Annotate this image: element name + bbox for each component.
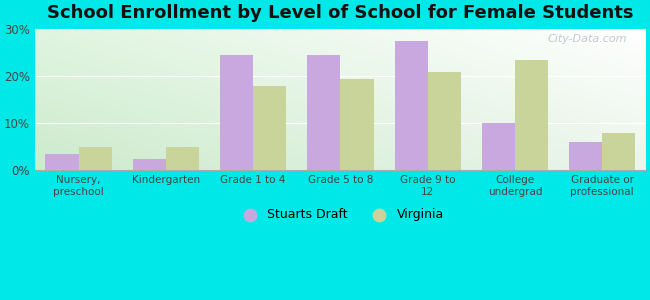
Bar bbox=[428, 72, 461, 170]
Bar bbox=[515, 60, 548, 170]
Bar bbox=[307, 55, 341, 170]
Bar bbox=[569, 142, 602, 170]
Bar bbox=[341, 79, 374, 170]
Bar bbox=[133, 159, 166, 170]
Bar bbox=[482, 123, 515, 170]
Title: School Enrollment by Level of School for Female Students: School Enrollment by Level of School for… bbox=[47, 4, 634, 22]
Bar bbox=[79, 147, 112, 170]
Bar bbox=[253, 86, 287, 170]
Text: City-Data.com: City-Data.com bbox=[548, 34, 627, 44]
Bar bbox=[602, 133, 635, 170]
Bar bbox=[46, 154, 79, 170]
Bar bbox=[166, 147, 199, 170]
Bar bbox=[395, 41, 428, 170]
Bar bbox=[220, 55, 253, 170]
Legend: Stuarts Draft, Virginia: Stuarts Draft, Virginia bbox=[232, 203, 448, 226]
